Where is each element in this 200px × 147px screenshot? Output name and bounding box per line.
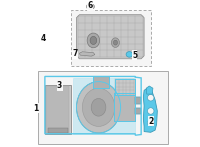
- Ellipse shape: [86, 4, 94, 9]
- FancyBboxPatch shape: [135, 97, 141, 104]
- Ellipse shape: [87, 33, 100, 48]
- Polygon shape: [143, 88, 157, 132]
- Circle shape: [147, 95, 154, 101]
- Circle shape: [147, 108, 154, 114]
- Circle shape: [147, 120, 154, 126]
- Ellipse shape: [88, 5, 93, 8]
- FancyBboxPatch shape: [46, 86, 69, 133]
- FancyBboxPatch shape: [135, 108, 141, 114]
- Polygon shape: [76, 15, 144, 59]
- Text: 5: 5: [132, 51, 137, 60]
- Ellipse shape: [113, 40, 117, 45]
- Text: 6: 6: [88, 1, 93, 10]
- FancyBboxPatch shape: [71, 10, 151, 66]
- Polygon shape: [114, 93, 135, 121]
- Ellipse shape: [76, 82, 121, 133]
- Text: 7: 7: [72, 49, 78, 58]
- Ellipse shape: [126, 52, 133, 57]
- Text: 1: 1: [33, 103, 39, 113]
- Ellipse shape: [90, 36, 97, 45]
- Polygon shape: [146, 86, 153, 94]
- Text: 2: 2: [148, 117, 153, 126]
- Text: 4: 4: [41, 34, 46, 43]
- Ellipse shape: [82, 88, 115, 126]
- Ellipse shape: [91, 98, 106, 116]
- FancyBboxPatch shape: [45, 85, 71, 134]
- Ellipse shape: [111, 38, 119, 47]
- Polygon shape: [93, 76, 109, 88]
- FancyBboxPatch shape: [48, 128, 68, 133]
- Polygon shape: [79, 52, 95, 56]
- FancyBboxPatch shape: [38, 71, 168, 144]
- Text: 3: 3: [57, 81, 62, 91]
- Polygon shape: [115, 79, 135, 95]
- Polygon shape: [73, 78, 135, 134]
